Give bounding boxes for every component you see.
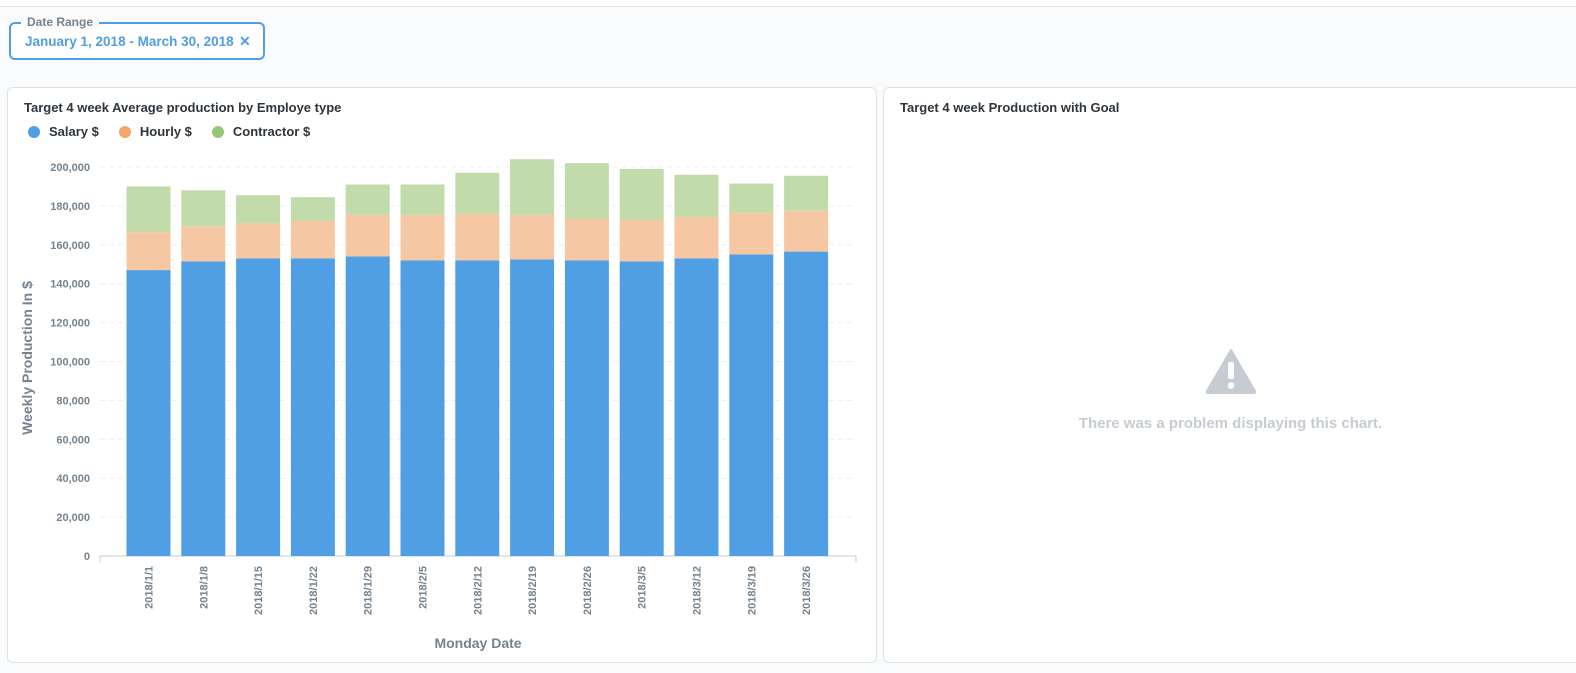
legend-item-hourly[interactable]: Hourly $ bbox=[118, 124, 192, 139]
y-tick-label: 60,000 bbox=[56, 434, 90, 446]
bar-segment-contractor bbox=[619, 168, 664, 220]
stacked-bar-chart: 0 20,000 40,000 60,000 80,000 100,000 120,000 1… bbox=[19, 159, 857, 651]
top-header-bar bbox=[0, 0, 1576, 7]
y-tick-label: 160,000 bbox=[50, 240, 90, 252]
bar-segment-hourly bbox=[784, 210, 829, 252]
chart-error-state: There was a problem displaying this char… bbox=[884, 88, 1576, 664]
bar-segment-salary bbox=[455, 260, 500, 556]
bar-segment-salary bbox=[564, 260, 609, 556]
bar-segment-salary bbox=[510, 259, 555, 556]
bar-segment-salary bbox=[236, 258, 281, 556]
bar-segment-contractor bbox=[181, 190, 226, 227]
date-range-filter[interactable]: Date Range January 1, 2018 - March 30, 2… bbox=[9, 15, 265, 60]
bar-segment-salary bbox=[345, 256, 390, 556]
legend-item-contractor[interactable]: Contractor $ bbox=[211, 124, 311, 139]
x-axis-title: Monday Date bbox=[434, 635, 521, 651]
bar-segment-hourly bbox=[126, 232, 171, 271]
y-axis-title: Weekly Production In $ bbox=[19, 281, 35, 435]
bar-segment-contractor bbox=[784, 175, 829, 211]
bar-segment-contractor bbox=[729, 183, 774, 213]
close-icon[interactable]: ✕ bbox=[239, 33, 251, 49]
bar-segment-salary bbox=[784, 251, 829, 557]
bar-segment-hourly bbox=[400, 214, 445, 261]
bar-segment-contractor bbox=[674, 174, 719, 217]
bar-segment-salary bbox=[181, 261, 226, 556]
bar-segment-hourly bbox=[510, 214, 555, 260]
x-tick-label: 2018/2/26 bbox=[582, 566, 594, 615]
bar-segment-contractor bbox=[236, 195, 281, 224]
legend-dot-contractor bbox=[211, 125, 224, 138]
bar-segment-salary bbox=[126, 270, 171, 556]
y-tick-label: 100,000 bbox=[50, 357, 90, 369]
y-tick-label: 0 bbox=[84, 551, 90, 563]
bar-segment-hourly bbox=[455, 213, 500, 261]
bar-segment-contractor bbox=[345, 184, 390, 215]
bar-segment-contractor bbox=[126, 186, 171, 233]
filter-label: Date Range bbox=[21, 15, 100, 29]
dashboard-card-production-with-goal: Target 4 week Production with Goal There… bbox=[883, 87, 1576, 663]
chart-error-message: There was a problem displaying this char… bbox=[1078, 415, 1383, 432]
card-title[interactable]: Target 4 week Average production by Empl… bbox=[24, 100, 342, 115]
x-tick-label: 2018/1/22 bbox=[308, 566, 320, 615]
x-tick-label: 2018/3/26 bbox=[801, 566, 813, 615]
legend-label: Hourly $ bbox=[139, 124, 192, 139]
bar-segment-salary bbox=[400, 260, 445, 556]
x-tick-label: 2018/1/8 bbox=[198, 566, 210, 609]
bar-segment-contractor bbox=[564, 163, 609, 219]
y-tick-label: 140,000 bbox=[50, 279, 90, 291]
filter-value[interactable]: January 1, 2018 - March 30, 2018 bbox=[25, 34, 234, 49]
bar-segment-salary bbox=[674, 258, 719, 556]
x-tick-label: 2018/3/5 bbox=[637, 566, 649, 609]
bar-segment-contractor bbox=[510, 159, 555, 215]
y-tick-label: 180,000 bbox=[50, 201, 90, 213]
legend-dot-hourly bbox=[118, 125, 131, 138]
legend-label: Salary $ bbox=[49, 124, 99, 139]
chart-legend: Salary $ Hourly $ Contractor $ bbox=[28, 124, 310, 139]
legend-dot-salary bbox=[28, 125, 40, 138]
bar-segment-hourly bbox=[619, 219, 664, 262]
x-tick-label: 2018/1/15 bbox=[253, 566, 265, 615]
bar-segment-hourly bbox=[181, 226, 226, 262]
bar-segment-hourly bbox=[290, 220, 335, 259]
x-tick-label: 2018/2/5 bbox=[418, 566, 430, 609]
y-tick-label: 120,000 bbox=[50, 318, 90, 330]
x-tick-label: 2018/2/12 bbox=[472, 566, 484, 615]
y-tick-label: 200,000 bbox=[50, 162, 90, 174]
bar-segment-hourly bbox=[674, 216, 719, 259]
card-title[interactable]: Target 4 week Production with Goal bbox=[900, 100, 1120, 115]
y-tick-label: 80,000 bbox=[56, 395, 90, 407]
bar-segment-salary bbox=[290, 258, 335, 556]
y-tick-label: 20,000 bbox=[56, 512, 90, 524]
bar-segment-hourly bbox=[236, 223, 281, 259]
bar-segment-salary bbox=[729, 254, 774, 556]
warning-icon bbox=[1205, 349, 1257, 394]
bar-segment-hourly bbox=[345, 214, 390, 257]
bar-segment-contractor bbox=[290, 197, 335, 221]
x-tick-label: 2018/1/1 bbox=[144, 566, 156, 609]
dashboard-card-production-by-type: Target 4 week Average production by Empl… bbox=[7, 87, 877, 663]
x-tick-label: 2018/2/19 bbox=[527, 566, 539, 615]
legend-label: Contractor $ bbox=[232, 124, 311, 139]
bar-segment-contractor bbox=[455, 172, 500, 214]
y-tick-label: 40,000 bbox=[56, 473, 90, 485]
x-tick-label: 2018/3/12 bbox=[692, 566, 704, 615]
bar-segment-contractor bbox=[400, 184, 445, 215]
bar-segment-hourly bbox=[729, 212, 774, 255]
x-tick-label: 2018/3/19 bbox=[746, 566, 758, 615]
bar-segment-hourly bbox=[564, 218, 609, 261]
x-tick-label: 2018/1/29 bbox=[363, 566, 375, 615]
bar-segment-salary bbox=[619, 261, 664, 556]
legend-item-salary[interactable]: Salary $ bbox=[28, 124, 99, 139]
